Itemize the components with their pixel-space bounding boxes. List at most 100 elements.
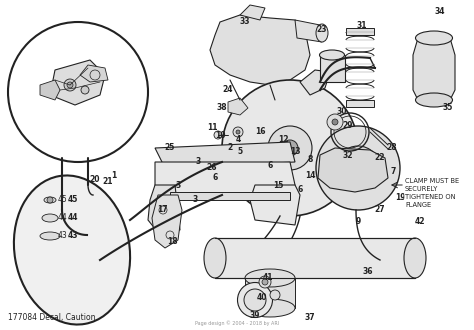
Text: 20: 20 bbox=[90, 176, 100, 184]
Circle shape bbox=[81, 86, 89, 94]
Circle shape bbox=[350, 160, 366, 176]
Text: 177084 Decal, Caution: 177084 Decal, Caution bbox=[8, 313, 95, 322]
Text: 45: 45 bbox=[58, 195, 68, 205]
Text: 44: 44 bbox=[68, 214, 78, 222]
Text: 43: 43 bbox=[68, 232, 78, 241]
Text: 6: 6 bbox=[267, 160, 273, 170]
Text: 15: 15 bbox=[273, 181, 283, 189]
Ellipse shape bbox=[14, 176, 130, 324]
Circle shape bbox=[327, 114, 343, 130]
Text: 44: 44 bbox=[58, 214, 68, 222]
Text: 41: 41 bbox=[263, 274, 273, 282]
Circle shape bbox=[316, 126, 400, 210]
Polygon shape bbox=[413, 38, 455, 100]
Text: 37: 37 bbox=[305, 314, 315, 322]
Text: 22: 22 bbox=[375, 153, 385, 162]
Text: 24: 24 bbox=[223, 85, 233, 94]
Circle shape bbox=[233, 127, 243, 137]
Text: 36: 36 bbox=[363, 268, 373, 277]
Text: 3: 3 bbox=[192, 195, 198, 205]
Ellipse shape bbox=[245, 299, 295, 317]
Ellipse shape bbox=[40, 232, 60, 240]
Polygon shape bbox=[240, 5, 265, 20]
Polygon shape bbox=[170, 192, 290, 200]
Ellipse shape bbox=[316, 24, 328, 42]
Polygon shape bbox=[155, 162, 295, 195]
Text: 18: 18 bbox=[167, 238, 177, 247]
Text: 39: 39 bbox=[250, 312, 260, 320]
Text: 3: 3 bbox=[195, 157, 201, 167]
Text: 27: 27 bbox=[374, 206, 385, 214]
Circle shape bbox=[259, 276, 271, 288]
Text: 23: 23 bbox=[317, 25, 327, 35]
Text: 12: 12 bbox=[278, 136, 288, 145]
Polygon shape bbox=[300, 70, 330, 95]
Ellipse shape bbox=[42, 214, 58, 222]
Ellipse shape bbox=[44, 197, 56, 203]
Text: 19: 19 bbox=[395, 193, 405, 203]
Circle shape bbox=[262, 279, 268, 285]
Text: 17: 17 bbox=[157, 206, 167, 214]
Ellipse shape bbox=[244, 289, 266, 311]
Text: 6: 6 bbox=[212, 174, 218, 182]
Text: 33: 33 bbox=[240, 17, 250, 26]
Ellipse shape bbox=[237, 282, 273, 317]
Ellipse shape bbox=[204, 238, 226, 278]
Ellipse shape bbox=[416, 93, 453, 107]
Text: 31: 31 bbox=[357, 20, 367, 29]
Text: 11: 11 bbox=[207, 123, 217, 133]
Text: 42: 42 bbox=[415, 217, 425, 226]
Text: 40: 40 bbox=[257, 293, 267, 303]
Text: CLAMP MUST BE
SECURELY
TIGHTENED ON
FLANGE: CLAMP MUST BE SECURELY TIGHTENED ON FLAN… bbox=[405, 178, 459, 208]
Polygon shape bbox=[80, 65, 108, 82]
Text: 34: 34 bbox=[435, 8, 445, 16]
Text: 6: 6 bbox=[297, 185, 302, 194]
Text: 29: 29 bbox=[343, 120, 353, 129]
Polygon shape bbox=[148, 185, 180, 235]
Ellipse shape bbox=[404, 238, 426, 278]
Text: 14: 14 bbox=[305, 171, 315, 180]
Text: 5: 5 bbox=[237, 148, 243, 156]
Circle shape bbox=[336, 146, 380, 190]
Text: 3: 3 bbox=[175, 181, 181, 189]
Circle shape bbox=[64, 79, 76, 91]
Ellipse shape bbox=[245, 269, 295, 287]
Circle shape bbox=[282, 140, 298, 156]
Ellipse shape bbox=[416, 31, 453, 45]
Text: 25: 25 bbox=[165, 144, 175, 152]
Polygon shape bbox=[318, 148, 388, 192]
Circle shape bbox=[332, 119, 338, 125]
Polygon shape bbox=[228, 98, 248, 115]
Text: 43: 43 bbox=[58, 232, 68, 241]
Circle shape bbox=[270, 290, 280, 300]
Text: 16: 16 bbox=[255, 127, 265, 137]
Text: 2: 2 bbox=[228, 144, 233, 152]
Polygon shape bbox=[215, 238, 415, 278]
Text: 13: 13 bbox=[290, 148, 300, 156]
Text: 45: 45 bbox=[68, 195, 78, 205]
Ellipse shape bbox=[319, 50, 345, 60]
Text: 21: 21 bbox=[103, 178, 113, 186]
Text: 9: 9 bbox=[356, 217, 361, 226]
Text: 1: 1 bbox=[111, 171, 117, 180]
Polygon shape bbox=[155, 142, 295, 168]
Polygon shape bbox=[295, 20, 322, 42]
Text: 10: 10 bbox=[215, 130, 225, 140]
Polygon shape bbox=[50, 60, 105, 105]
Polygon shape bbox=[40, 80, 60, 100]
Circle shape bbox=[268, 126, 312, 170]
Circle shape bbox=[236, 130, 240, 134]
Polygon shape bbox=[320, 55, 345, 82]
Text: 4: 4 bbox=[236, 136, 241, 145]
Text: 28: 28 bbox=[387, 144, 397, 152]
Polygon shape bbox=[245, 278, 295, 308]
Polygon shape bbox=[250, 185, 300, 225]
Circle shape bbox=[222, 80, 358, 216]
Text: 35: 35 bbox=[443, 104, 453, 113]
Polygon shape bbox=[346, 28, 374, 35]
Text: Page design © 2004 - 2018 by ARI: Page design © 2004 - 2018 by ARI bbox=[195, 320, 279, 326]
Circle shape bbox=[67, 82, 73, 88]
Text: 8: 8 bbox=[307, 155, 313, 164]
Text: 26: 26 bbox=[207, 163, 217, 173]
Polygon shape bbox=[152, 195, 182, 248]
